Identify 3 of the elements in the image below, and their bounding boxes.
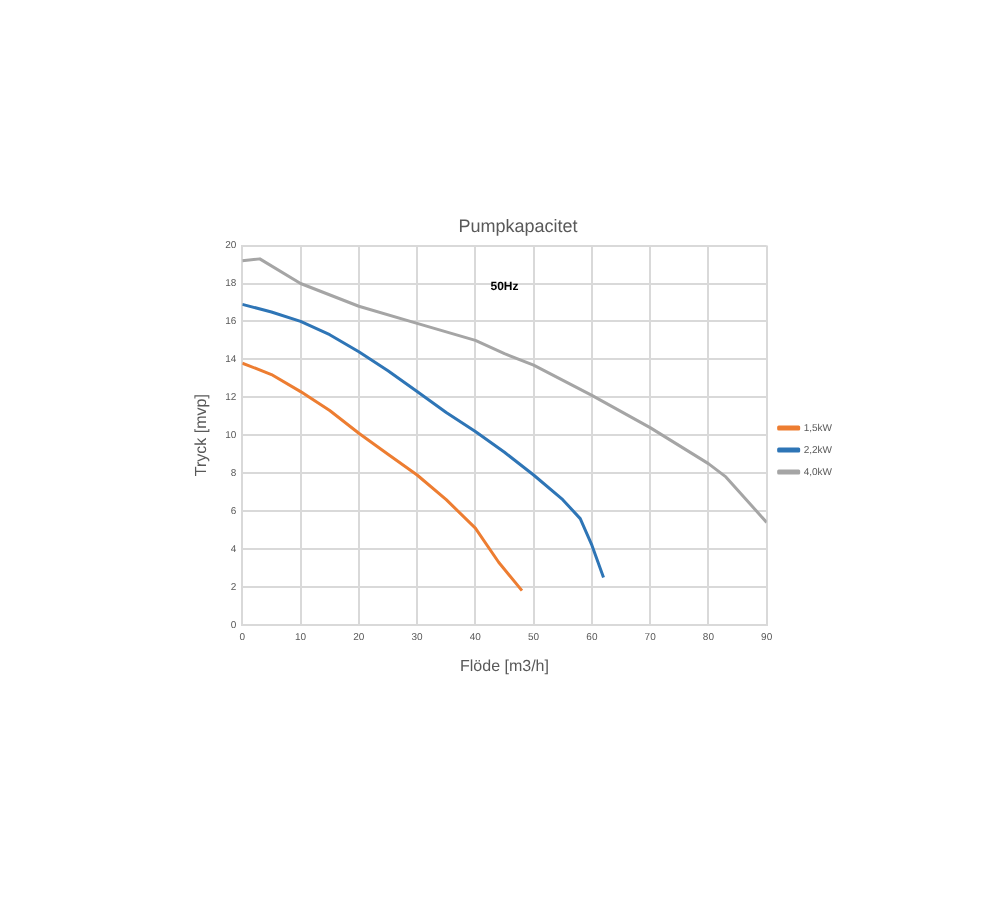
y-axis-title: Tryck [mvp] [192,394,211,477]
chart-title: Pumpkapacitet [458,215,579,236]
x-axis-title: Flöde [m3/h] [460,656,549,675]
